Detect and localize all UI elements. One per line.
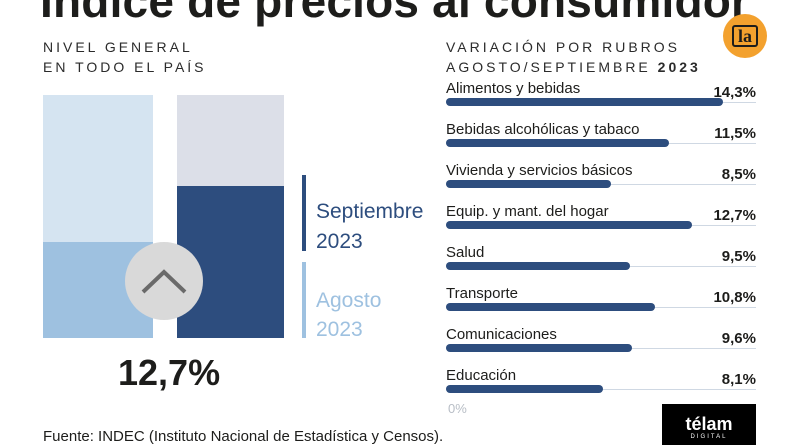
category-bar — [446, 262, 630, 270]
august-block-background — [43, 95, 153, 242]
category-row: Transporte 10,8% — [446, 285, 756, 325]
chevron-up-icon — [141, 269, 187, 294]
category-bar — [446, 180, 611, 188]
category-row: Vivienda y servicios básicos 8,5% — [446, 162, 756, 202]
telam-logo-name: télam — [685, 413, 733, 434]
august-legend-swatch — [302, 262, 306, 338]
category-value-label: 8,1% — [721, 371, 756, 388]
telam-logo-sub: DIGITAL — [690, 433, 728, 440]
september-legend-swatch — [302, 175, 306, 251]
category-bar — [446, 385, 603, 393]
category-variation-year: 2023 — [657, 59, 701, 75]
increase-indicator — [125, 242, 203, 320]
category-variation-label-line2: AGOSTO/SEPTIEMBRE 2023 — [446, 57, 701, 77]
category-bar — [446, 221, 692, 229]
category-label: Transporte — [446, 285, 518, 302]
category-bar — [446, 303, 655, 311]
category-value-label: 8,5% — [721, 166, 756, 183]
category-value-label: 14,3% — [713, 84, 756, 101]
september-legend-month: Septiembre — [316, 200, 424, 223]
la-logo-text: la — [731, 25, 758, 47]
category-value-label: 9,5% — [721, 248, 756, 265]
general-level-label-line2: EN TODO EL PAÍS — [43, 59, 207, 75]
la-logo-badge: la — [723, 14, 767, 58]
telam-logo: télam DIGITAL — [662, 404, 756, 445]
category-row: Alimentos y bebidas 14,3% — [446, 80, 756, 120]
category-variation-label: VARIACIÓN POR RUBROS AGOSTO/SEPTIEMBRE 2… — [446, 37, 701, 77]
category-value-label: 10,8% — [713, 289, 756, 306]
category-row: Educación 8,1% — [446, 367, 756, 407]
category-label: Educación — [446, 367, 517, 384]
general-level-value: 12,7% — [118, 352, 221, 393]
category-bar — [446, 98, 723, 106]
september-legend-year: 2023 — [316, 230, 363, 253]
category-bar — [446, 344, 632, 352]
category-label: Bebidas alcohólicas y tabaco — [446, 121, 640, 138]
category-label: Vivienda y servicios básicos — [446, 162, 633, 179]
category-variation-period: AGOSTO/SEPTIEMBRE — [446, 59, 651, 75]
september-block-background — [177, 95, 284, 186]
source-note: Fuente: INDEC (Instituto Nacional de Est… — [43, 428, 444, 445]
category-label: Comunicaciones — [446, 326, 557, 343]
category-label: Alimentos y bebidas — [446, 80, 581, 97]
axis-zero-label: 0% — [448, 401, 467, 416]
category-row: Salud 9,5% — [446, 244, 756, 284]
category-row: Equip. y mant. del hogar 12,7% — [446, 203, 756, 243]
category-value-label: 12,7% — [713, 207, 756, 224]
category-row: Bebidas alcohólicas y tabaco 11,5% — [446, 121, 756, 161]
august-legend-month: Agosto — [316, 289, 382, 312]
category-label: Salud — [446, 244, 485, 261]
category-value-label: 11,5% — [714, 125, 756, 142]
general-level-label: NIVEL GENERAL EN TODO EL PAÍS — [43, 37, 207, 77]
general-level-label-line1: NIVEL GENERAL — [43, 39, 193, 55]
page-title: Índice de precios al consumidor — [40, 0, 750, 27]
category-row: Comunicaciones 9,6% — [446, 326, 756, 366]
category-label: Equip. y mant. del hogar — [446, 203, 609, 220]
category-variation-label-line1: VARIACIÓN POR RUBROS — [446, 39, 680, 55]
category-value-label: 9,6% — [721, 330, 756, 347]
august-legend-year: 2023 — [316, 318, 363, 341]
category-bar — [446, 139, 669, 147]
